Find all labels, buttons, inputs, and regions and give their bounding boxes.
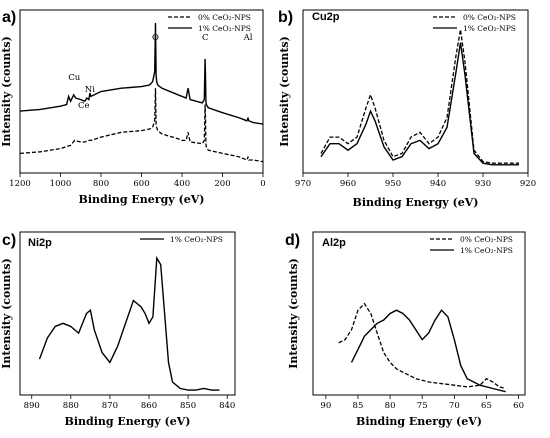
x-tick-label: 0 [260,179,265,189]
x-tick-label: 60 [513,401,524,411]
x-tick-label: 880 [63,401,79,411]
plot-frame [312,231,526,396]
x-tick-label: 940 [430,179,446,189]
panel-letter: a) [2,9,16,26]
panel-title: Al2p [322,237,346,249]
x-tick-label: 960 [340,179,356,189]
panel-3: d) 90 85 80 75 70 65 60 Binding Energy (eV) Inten… [285,231,526,428]
panel-title: Cu2p [312,11,340,23]
series-line-1 [338,302,506,390]
peak-annotation: Ce [78,101,90,111]
plot-frame [19,231,236,396]
panel-letter: b) [278,9,293,26]
x-tick-label: 1000 [50,179,72,189]
panel-letter: d) [285,232,300,249]
x-tick-label: 90 [320,401,331,411]
peak-annotation: Cu [68,73,81,83]
series-line-1 [19,88,264,163]
panel-1: b) 970 960 950 940 930 920 Binding Energy (eV) I… [278,9,536,209]
x-axis-title: Binding Energy (eV) [353,196,479,209]
x-tick-label: 200 [214,179,230,189]
series-line-0 [19,22,264,125]
x-tick-label: 70 [449,401,460,411]
x-tick-label: 1200 [9,179,31,189]
peak-annotation: Ni [85,85,95,95]
x-tick-label: 80 [385,401,396,411]
peak-annotation: Al [243,33,253,43]
panel-title: Ni2p [28,237,52,249]
x-tick-label: 75 [417,401,428,411]
y-axis-title: Intensity (counts) [0,258,13,369]
y-axis-title: Intensity (counts) [287,258,300,369]
x-tick-label: 840 [219,401,235,411]
x-axis-title: Binding Energy (eV) [79,193,205,206]
x-tick-label: 400 [174,179,190,189]
series-line-1 [320,29,519,164]
x-axis-title: Binding Energy (eV) [356,415,482,428]
x-axis-title: Binding Energy (eV) [65,415,191,428]
x-tick-label: 85 [353,401,364,411]
plot-frame [302,9,529,174]
x-tick-label: 930 [475,179,491,189]
x-tick-label: 850 [180,401,196,411]
x-tick-label: 950 [385,179,401,189]
plot-frame [19,9,264,174]
legend-label: 0% CeO₂-NPS [198,13,251,22]
panel-2: c) 890 880 870 860 850 840 Binding Energy (eV) I… [0,231,236,428]
panel-letter: c) [2,232,16,249]
y-axis-title: Intensity (counts) [0,36,13,147]
legend-label: 0% CeO₂-NPS [460,235,513,244]
legend-label: 1% CeO₂-NPS [460,246,513,255]
x-tick-label: 65 [481,401,492,411]
x-tick-label: 860 [141,401,157,411]
x-tick-label: 920 [520,179,536,189]
legend-label: 0% CeO₂-NPS [463,13,516,22]
x-tick-label: 600 [133,179,149,189]
legend-label: 1% CeO₂-NPS [170,235,223,244]
legend-label: 1% CeO₂-NPS [198,24,251,33]
x-tick-label: 800 [93,179,109,189]
x-tick-label: 870 [102,401,118,411]
series-line-0 [38,255,220,391]
series-line-0 [320,42,519,166]
panel-0: a) 1200 1000 800 600 400 200 0 Binding Energy (e… [0,9,266,206]
x-tick-label: 890 [24,401,40,411]
series-line-0 [350,309,506,393]
peak-annotation: O [152,33,159,43]
peak-annotation: C [202,33,209,43]
legend-label: 1% CeO₂-NPS [463,24,516,33]
y-axis-title: Intensity (counts) [278,36,291,147]
x-tick-label: 970 [295,179,311,189]
